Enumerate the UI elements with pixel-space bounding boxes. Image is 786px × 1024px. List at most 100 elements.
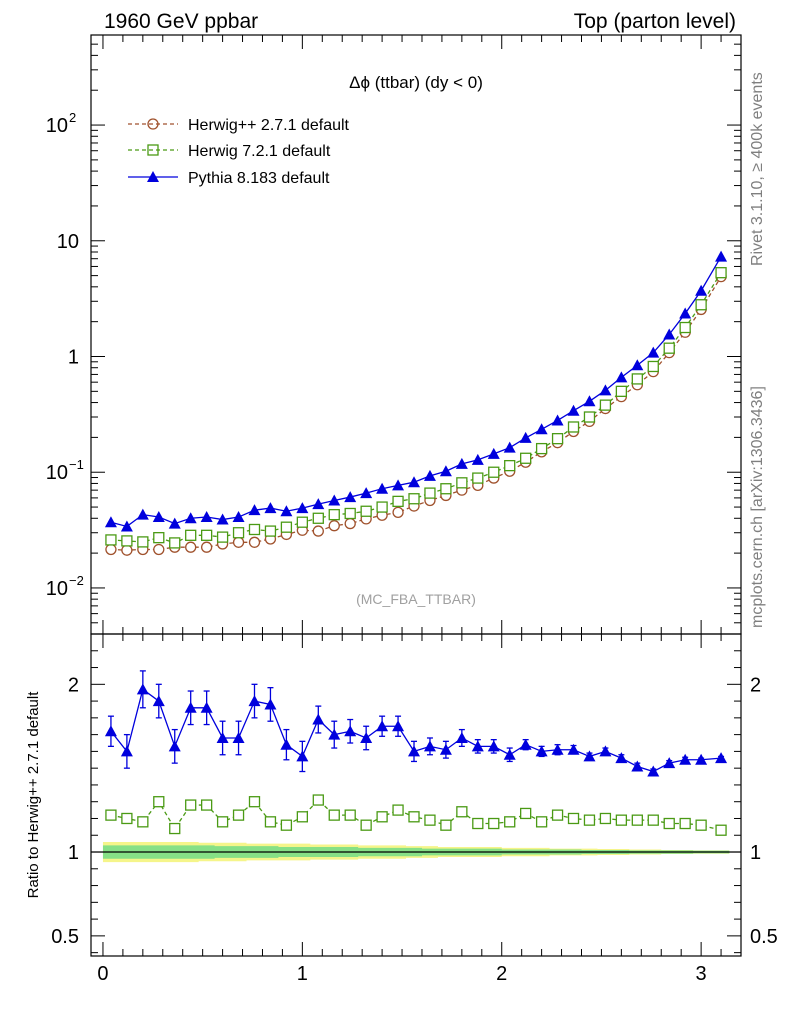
main-pythia-point xyxy=(344,491,357,503)
ratio-pythia-point xyxy=(715,752,728,764)
y-tick-label: 1 xyxy=(68,346,79,368)
ratio-herwig7-point xyxy=(328,809,340,821)
ratio-y-tick-label: 0.5 xyxy=(51,926,79,948)
ratio-pythia-point xyxy=(679,753,692,765)
ratio-herwig7-point xyxy=(296,811,308,823)
main-series xyxy=(104,250,728,556)
ratio-y-tick-label-right: 1 xyxy=(750,842,761,864)
ratio-pythia-point xyxy=(296,750,309,762)
main-herwigpp-point xyxy=(232,536,245,548)
ratio-y-tick-label-right: 0.5 xyxy=(750,926,778,948)
ratio-pythia-point xyxy=(184,701,197,713)
ratio-herwig7-point xyxy=(663,817,675,830)
ratio-pythia-point xyxy=(471,740,484,752)
ratio-herwig7-point xyxy=(631,814,643,826)
main-herwigpp-point xyxy=(344,517,356,530)
main-herwigpp-point xyxy=(200,541,213,553)
y-tick-label-exponent: −1 xyxy=(69,457,84,472)
ratio-pythia-point xyxy=(280,738,293,750)
ratio-herwig7-point xyxy=(551,809,564,821)
ratio-pythia-point xyxy=(408,745,421,757)
main-herwigpp-point xyxy=(392,506,404,519)
ratio-pythia-point xyxy=(567,743,580,755)
ratio-pythia-point xyxy=(248,695,261,707)
main-herwig7-point xyxy=(105,534,117,546)
main-pythia-point xyxy=(519,431,532,443)
x-tick-label: 0 xyxy=(97,963,108,985)
main-pythia-point xyxy=(296,502,309,514)
ratio-pythia-point xyxy=(120,745,133,757)
main-herwig7-point xyxy=(185,529,197,541)
ratio-herwig7-point xyxy=(392,804,404,816)
main-pythia-point xyxy=(583,395,596,407)
ratio-pythia-point xyxy=(599,745,612,757)
main-herwig7-point xyxy=(551,433,564,445)
legend-label-herwig7: Herwig 7.2.1 default xyxy=(188,143,331,160)
main-pythia-point xyxy=(136,508,149,520)
main-pythia-point xyxy=(551,414,564,426)
main-herwig7-point xyxy=(312,512,324,524)
legend: Herwig++ 2.7.1 default Herwig 7.2.1 defa… xyxy=(128,117,350,187)
ratio-pythia-point xyxy=(615,752,628,764)
main-herwig7-point xyxy=(200,529,213,541)
ratio-pythia-point xyxy=(200,701,213,713)
main-herwig7-point xyxy=(248,523,261,536)
y-tick-label: 10 xyxy=(46,115,68,137)
ratio-pythia-point xyxy=(551,743,564,755)
main-pythia-point xyxy=(487,447,500,459)
ratio-pythia-point xyxy=(136,683,149,695)
ratio-pythia-point xyxy=(631,760,644,772)
ratio-pythia-point xyxy=(503,748,516,760)
ratio-frame xyxy=(90,633,742,957)
ratio-pythia-point xyxy=(168,740,181,752)
ratio-herwig7-point xyxy=(535,816,548,828)
main-herwig7-point xyxy=(647,360,659,373)
ratio-herwig7-point xyxy=(472,817,484,830)
main-herwig7-point xyxy=(535,442,548,455)
ratio-herwig7-point xyxy=(456,806,468,818)
ratio-herwig7-point xyxy=(248,796,261,808)
main-pythia-point xyxy=(663,328,676,340)
main-herwig7-point xyxy=(504,459,516,472)
main-herwig7-point xyxy=(615,385,628,397)
y-tick-label: 10 xyxy=(46,578,68,600)
main-pythia-point xyxy=(248,504,261,516)
ratio-pythia-point xyxy=(392,720,405,732)
main-herwig7-point xyxy=(567,421,580,433)
ratio-pythia-line xyxy=(110,688,722,773)
ratio-uncertainty-band xyxy=(91,841,741,863)
y-tick-label-exponent: 2 xyxy=(69,110,76,125)
ratio-herwig7-point xyxy=(599,812,612,825)
y-tick-label: 10 xyxy=(46,462,68,484)
main-pythia-point xyxy=(104,516,117,528)
ratio-herwig7-point xyxy=(200,799,213,811)
ratio-herwig7-point xyxy=(715,824,727,836)
main-pythia-point xyxy=(264,502,277,514)
main-herwig7-point xyxy=(296,516,308,528)
x-tick-label: 2 xyxy=(496,963,507,985)
ratio-herwig7-point xyxy=(647,814,659,826)
main-pythia-point xyxy=(280,505,293,517)
ratio-herwig7-point xyxy=(679,817,691,830)
ratio-herwig7-point xyxy=(121,812,133,825)
main-pythia-point xyxy=(695,284,708,296)
legend-item-pythia: Pythia 8.183 default xyxy=(128,170,330,187)
main-herwig7-point xyxy=(456,477,468,489)
ratio-pythia-point xyxy=(376,720,389,732)
main-pythia-point xyxy=(360,487,373,499)
main-herwig7-point xyxy=(344,507,356,520)
main-pythia-point xyxy=(567,404,580,416)
ratio-y-axis: 0.5 0.5 1 1 2 2 xyxy=(51,650,778,954)
ratio-pythia-point xyxy=(328,728,341,740)
main-herwig7-point xyxy=(408,493,420,505)
ratio-series xyxy=(104,670,728,836)
main-herwig7-point xyxy=(695,299,707,311)
ratio-y-tick-label: 1 xyxy=(68,842,79,864)
plot-title: Δϕ (ttbar) (dy < 0) xyxy=(349,73,483,92)
main-pythia-point xyxy=(631,359,644,371)
y-tick-label: 10 xyxy=(57,231,79,253)
main-pythia-point xyxy=(503,441,516,453)
legend-marker-pythia xyxy=(147,171,159,182)
main-herwig7-point xyxy=(488,466,500,478)
